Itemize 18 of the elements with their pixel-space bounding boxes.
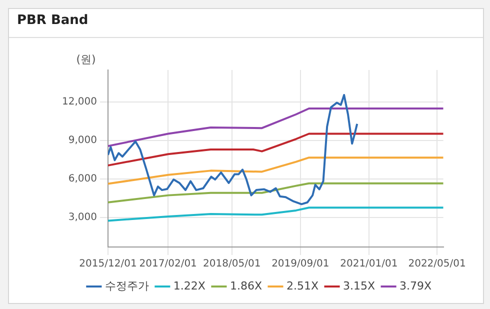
legend-label: 3.15X [343,279,376,292]
x-tick-label: 2019/09/01 [272,258,330,270]
legend-label: 3.79X [400,279,432,292]
y-axis-title: (원) [76,52,96,66]
chart-title: PBR Band [9,9,483,38]
x-tick-label: 2021/01/01 [340,258,398,270]
y-tick-label: 3,000 [68,212,97,224]
x-tick-label: 2022/05/01 [408,258,466,270]
legend-label: 1.86X [230,279,262,292]
x-tick-label: 2017/02/01 [139,258,197,270]
legend-label: 1.22X [173,279,206,292]
y-tick-label: 9,000 [68,135,97,146]
legend-label: 수정주가 [104,279,149,292]
x-tick-label: 2015/12/01 [79,258,137,270]
y-tick-label: 6,000 [68,174,97,185]
legend-label: 2.51X [286,279,319,292]
x-tick-label: 2018/05/01 [203,258,261,270]
y-tick-label: 12,000 [62,96,97,108]
